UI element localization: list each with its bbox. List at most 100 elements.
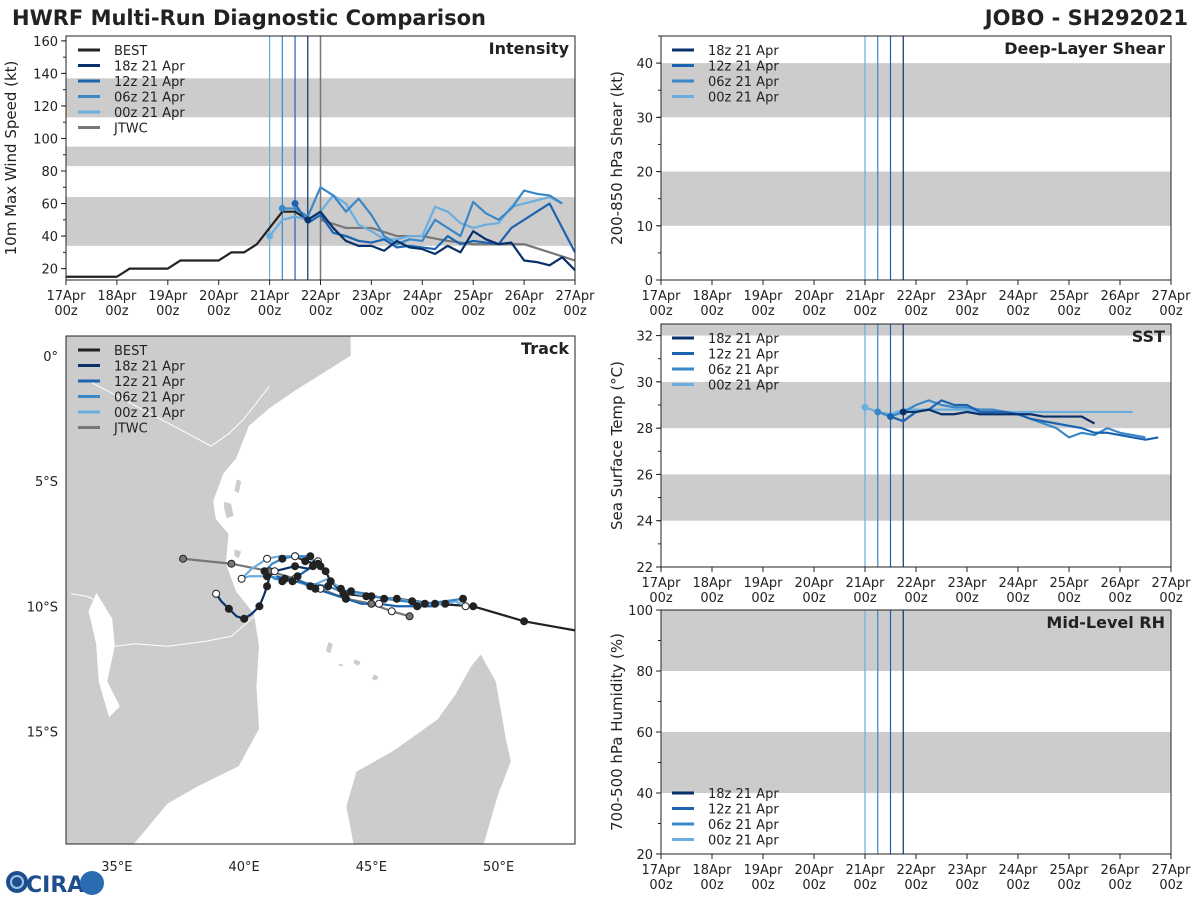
x-tick-label-date: 19Apr bbox=[743, 576, 783, 591]
x-tick-label: 50°E bbox=[483, 860, 514, 875]
x-tick-label-date: 24Apr bbox=[998, 289, 1038, 304]
track-point-run00 bbox=[367, 592, 376, 601]
panel-title: Deep-Layer Shear bbox=[1004, 39, 1165, 58]
y-tick-label: 10 bbox=[636, 220, 653, 235]
x-tick-label-date: 22Apr bbox=[301, 289, 341, 304]
track-point-run00 bbox=[336, 584, 345, 593]
series-start-marker-run12 bbox=[291, 200, 299, 208]
x-tick-label-hour: 00z bbox=[649, 304, 673, 319]
track-point-run06 bbox=[278, 554, 287, 563]
y-tick-label: 30 bbox=[636, 376, 653, 391]
series-start-marker-run00 bbox=[861, 403, 869, 411]
track-point-run18 bbox=[255, 602, 264, 611]
x-tick-label-date: 23Apr bbox=[352, 289, 392, 304]
legend-label-run12: 12z 21 Apr bbox=[114, 75, 185, 90]
rh-panel: 2040608010017Apr00z18Apr00z19Apr00z20Apr… bbox=[608, 604, 1191, 893]
sst-panel: 22242628303217Apr00z18Apr00z19Apr00z20Ap… bbox=[608, 323, 1191, 606]
globe-ring-icon bbox=[10, 875, 24, 889]
track-point-best bbox=[301, 557, 310, 566]
country-border bbox=[88, 380, 270, 447]
y-tick-label: 100 bbox=[33, 132, 58, 147]
track-point-run06 bbox=[347, 587, 356, 596]
panel-title: Intensity bbox=[489, 39, 570, 58]
x-tick-label-date: 27Apr bbox=[1151, 863, 1191, 878]
track-point-run00 bbox=[237, 574, 246, 583]
land-moheli bbox=[337, 663, 344, 667]
y-axis-label: 10m Max Wind Speed (kt) bbox=[2, 61, 20, 256]
land-mayotte bbox=[370, 673, 380, 682]
x-tick-label-hour: 00z bbox=[700, 304, 724, 319]
legend-label-run06: 06z 21 Apr bbox=[708, 818, 779, 833]
legend-label-run18: 18z 21 Apr bbox=[708, 332, 779, 347]
y-tick-label: 0 bbox=[645, 274, 653, 289]
x-tick-label-date: 26Apr bbox=[1100, 289, 1140, 304]
track-point-best bbox=[469, 602, 478, 611]
x-tick-label-hour: 00z bbox=[853, 304, 877, 319]
y-axis-label: 700-500 hPa Humidity (%) bbox=[608, 633, 626, 831]
track-point-run12 bbox=[311, 584, 320, 593]
y-tick-label: 10°S bbox=[27, 600, 58, 615]
x-tick-label-hour: 00z bbox=[1108, 878, 1132, 893]
x-tick-label-date: 27Apr bbox=[1151, 289, 1191, 304]
x-tick-label-hour: 00z bbox=[156, 304, 180, 319]
x-tick-label-date: 20Apr bbox=[794, 289, 834, 304]
x-tick-label-date: 26Apr bbox=[505, 289, 545, 304]
track-point-run06 bbox=[260, 567, 269, 576]
shaded-band bbox=[661, 171, 1171, 226]
track-point-run00 bbox=[408, 597, 417, 606]
y-tick-label: 40 bbox=[636, 57, 653, 72]
track-point-run18 bbox=[263, 582, 272, 591]
logo-text: CIRA bbox=[26, 873, 84, 898]
x-tick-label-hour: 00z bbox=[802, 878, 826, 893]
legend-label-run00: 00z 21 Apr bbox=[114, 106, 185, 121]
legend-label-run06: 06z 21 Apr bbox=[708, 75, 779, 90]
x-tick-label-hour: 00z bbox=[1057, 878, 1081, 893]
series-line-run12 bbox=[890, 399, 1159, 441]
legend-label-run18: 18z 21 Apr bbox=[708, 44, 779, 59]
track-point-run00 bbox=[441, 599, 450, 608]
x-tick-label-date: 25Apr bbox=[1049, 863, 1089, 878]
y-tick-label: 160 bbox=[33, 35, 58, 50]
x-tick-label-date: 19Apr bbox=[743, 289, 783, 304]
y-tick-label: 120 bbox=[33, 100, 58, 115]
x-tick-label-date: 21Apr bbox=[845, 863, 885, 878]
x-tick-label-date: 23Apr bbox=[947, 576, 987, 591]
panel-title: Track bbox=[521, 339, 569, 358]
x-tick-label-hour: 00z bbox=[1006, 304, 1030, 319]
series-line-best bbox=[66, 210, 309, 278]
shear-panel: 01020304017Apr00z18Apr00z19Apr00z20Apr00… bbox=[608, 35, 1191, 319]
track-line-run00 bbox=[240, 555, 467, 608]
y-tick-label: 100 bbox=[628, 604, 653, 619]
series-group bbox=[66, 186, 575, 278]
x-tick-label-hour: 00z bbox=[54, 304, 78, 319]
cira-logo: CIRA bbox=[6, 871, 104, 898]
series-line-run18 bbox=[903, 408, 1096, 425]
y-tick-label: 26 bbox=[636, 468, 653, 483]
x-tick-label-hour: 00z bbox=[563, 304, 587, 319]
land-mafia bbox=[233, 548, 243, 560]
x-tick-label-date: 17Apr bbox=[46, 289, 86, 304]
y-tick-label: 15°S bbox=[27, 725, 58, 740]
x-tick-label-hour: 00z bbox=[1159, 591, 1183, 606]
track-point-run12 bbox=[280, 574, 289, 583]
x-tick-label-date: 17Apr bbox=[641, 289, 681, 304]
track-point-run18 bbox=[240, 614, 249, 623]
x-tick-label-date: 19Apr bbox=[743, 863, 783, 878]
country-border bbox=[71, 593, 100, 602]
x-tick-label-date: 27Apr bbox=[1151, 576, 1191, 591]
y-tick-label: 0° bbox=[43, 350, 58, 365]
intensity-panel: 2040608010012014016017Apr00z18Apr00z19Ap… bbox=[2, 35, 595, 319]
x-tick-label-hour: 00z bbox=[904, 304, 928, 319]
series-start-marker-run00 bbox=[266, 232, 274, 240]
y-tick-label: 60 bbox=[41, 198, 58, 213]
panel-title: Mid-Level RH bbox=[1046, 613, 1165, 632]
lake-malawi bbox=[88, 592, 120, 718]
x-tick-label-hour: 00z bbox=[207, 304, 231, 319]
y-tick-label: 20 bbox=[41, 263, 58, 278]
track-point-best bbox=[577, 628, 584, 635]
x-tick-label-date: 25Apr bbox=[454, 289, 494, 304]
x-tick-label-hour: 00z bbox=[309, 304, 333, 319]
x-tick-label-date: 18Apr bbox=[692, 576, 732, 591]
x-tick-label-date: 20Apr bbox=[794, 863, 834, 878]
track-point-run06 bbox=[324, 582, 333, 591]
